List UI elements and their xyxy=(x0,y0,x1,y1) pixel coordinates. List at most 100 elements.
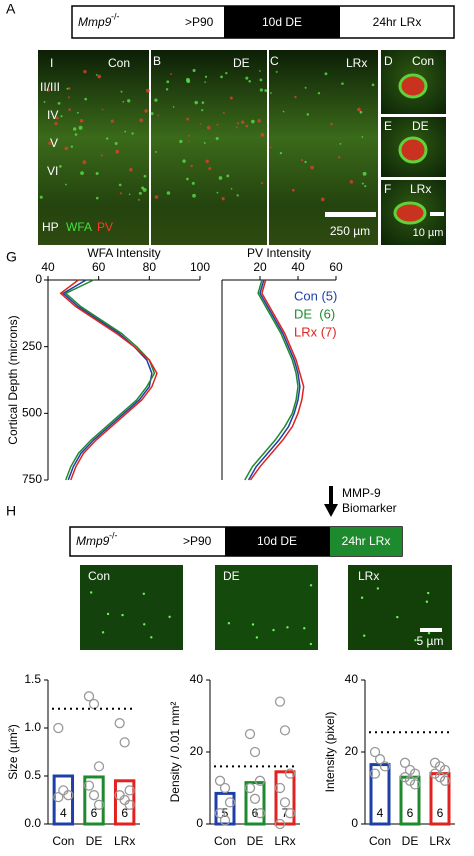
speckle xyxy=(57,101,61,105)
speckle xyxy=(225,71,228,75)
speckle xyxy=(142,187,147,192)
layer: V xyxy=(50,136,58,150)
speckle xyxy=(251,119,255,124)
speckle xyxy=(425,600,429,603)
speckle xyxy=(186,79,191,84)
data-point xyxy=(249,793,261,804)
speckle xyxy=(101,631,105,634)
data-point xyxy=(439,775,451,786)
speckle xyxy=(201,101,205,104)
series-line xyxy=(244,279,299,481)
data-point xyxy=(83,780,95,791)
data-point xyxy=(219,815,231,826)
speckle xyxy=(120,90,123,93)
y-tick-label: 500 xyxy=(22,406,42,420)
micrograph xyxy=(38,50,378,245)
x-tick-label: 40 xyxy=(291,260,305,274)
speckle xyxy=(259,78,263,82)
speckle xyxy=(100,154,103,157)
speckle xyxy=(150,112,154,116)
data-point xyxy=(224,797,236,808)
x-tick-label: Con xyxy=(52,834,74,848)
y-tick-label: 20 xyxy=(345,744,359,758)
speckle xyxy=(155,151,157,153)
data-point xyxy=(219,782,231,794)
data-point xyxy=(83,691,95,702)
speckle xyxy=(138,198,140,201)
panel-label: F xyxy=(384,182,391,196)
panel-label: C xyxy=(270,54,279,68)
y-tick-label: 0 xyxy=(35,272,42,286)
bar xyxy=(214,791,236,826)
speckle xyxy=(68,108,71,112)
layer: IV xyxy=(47,108,58,122)
speckle xyxy=(74,133,78,136)
x-tick-label: 60 xyxy=(92,260,106,274)
legend-entry: Con (5) xyxy=(294,288,337,303)
chart-title: WFA Intensity xyxy=(87,246,160,260)
speckle xyxy=(142,592,146,595)
speckle xyxy=(259,70,261,72)
speckle xyxy=(306,113,310,116)
speckle xyxy=(269,146,272,149)
speckle xyxy=(361,136,364,138)
speckle xyxy=(48,141,52,145)
speckle xyxy=(72,127,77,131)
scale-bar xyxy=(420,628,442,632)
condition: Con xyxy=(108,56,130,70)
speckle xyxy=(54,121,58,126)
data-point xyxy=(254,775,266,786)
speckle xyxy=(59,165,62,168)
speckle xyxy=(65,183,67,186)
speckle xyxy=(182,159,186,163)
speckle xyxy=(341,82,344,85)
speckle xyxy=(154,98,158,102)
speckle xyxy=(291,188,295,192)
speckle xyxy=(166,80,170,84)
speckle xyxy=(216,191,219,194)
data-point xyxy=(88,698,100,710)
speckle xyxy=(339,142,342,145)
speckle xyxy=(364,185,367,188)
speckle xyxy=(192,68,196,73)
panel-label: D xyxy=(384,54,393,68)
data-point xyxy=(284,808,296,819)
speckle xyxy=(191,181,195,185)
speckle xyxy=(309,584,313,587)
n-label: 4 xyxy=(60,806,67,820)
speckle xyxy=(359,110,363,114)
x-tick-label: 40 xyxy=(41,260,55,274)
speckle xyxy=(118,183,122,187)
data-point xyxy=(374,754,386,765)
speckle xyxy=(143,174,147,178)
micrographs xyxy=(38,50,446,245)
speckle xyxy=(131,132,134,135)
speckle xyxy=(82,160,87,165)
data-point xyxy=(379,761,391,772)
speckle xyxy=(301,159,304,162)
y-tick-label: 40 xyxy=(345,672,359,686)
speckle xyxy=(227,622,231,625)
panel-label: A xyxy=(6,1,16,17)
speckle xyxy=(204,81,206,83)
panel-label: B xyxy=(153,54,161,68)
speckle xyxy=(245,124,249,128)
speckle xyxy=(218,176,223,180)
data-point xyxy=(274,696,286,707)
speckle xyxy=(128,193,131,196)
speckle xyxy=(360,596,364,599)
scale-label: 250 µm xyxy=(330,224,370,238)
speckle xyxy=(236,194,239,197)
speckle xyxy=(39,195,43,199)
speckle xyxy=(414,638,417,642)
data-point xyxy=(279,725,291,736)
condition: LRx xyxy=(358,569,379,583)
speckle xyxy=(95,171,99,175)
n-label: 4 xyxy=(377,806,384,820)
data-point xyxy=(274,782,286,794)
speckle xyxy=(282,110,285,113)
genotype: -/- xyxy=(109,530,118,540)
timeline-segment xyxy=(330,527,402,556)
speckle xyxy=(303,627,306,630)
